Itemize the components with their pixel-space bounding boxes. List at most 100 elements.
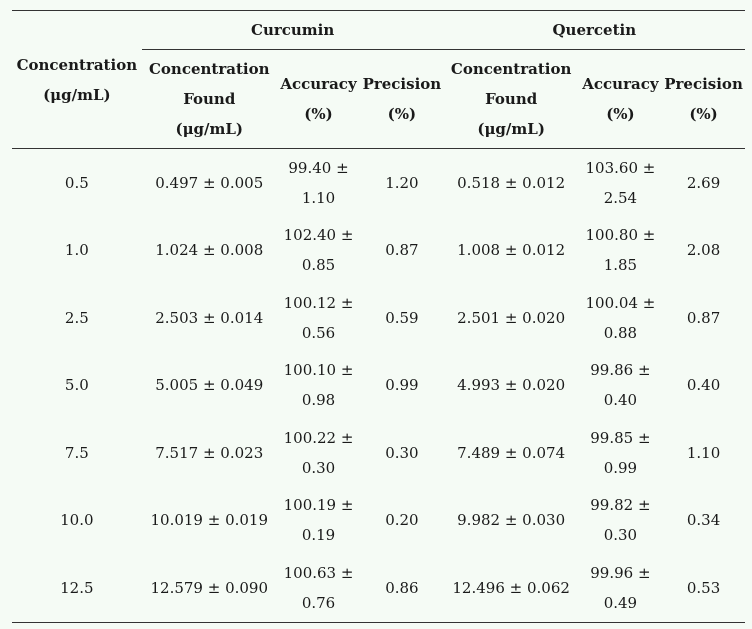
- curcumin-precision-cell: 0.87: [385, 241, 419, 260]
- quercetin-accuracy-cell-line: 99.86 ±: [590, 361, 651, 380]
- curcumin-accuracy-header: Accuracy (%): [277, 50, 360, 149]
- quercetin-accuracy-cell-line: 0.88: [603, 323, 638, 342]
- header-line: Accuracy: [280, 75, 357, 93]
- curcumin-accuracy-cell-line: 0.85: [301, 256, 336, 275]
- curcumin-accuracy-cell: 100.12 ± 0.56: [277, 284, 360, 352]
- quercetin-accuracy-cell-line: 99.85 ±: [590, 428, 651, 447]
- curcumin-accuracy-cell: 100.22 ± 0.30: [277, 419, 360, 487]
- curcumin-accuracy-cell-line: 100.19 ±: [283, 496, 354, 515]
- curcumin-found-cell: 7.517 ± 0.023: [155, 443, 264, 462]
- quercetin-precision-cell: 0.34: [686, 511, 721, 530]
- quercetin-accuracy-cell: 99.82 ± 0.30: [579, 487, 662, 555]
- curcumin-precision-cell: 0.99: [385, 376, 419, 395]
- concentration-cell: 1.0: [64, 241, 89, 260]
- quercetin-precision-cell: 0.53: [686, 578, 721, 597]
- accuracy-precision-table: Concentration (μg/mL) Curcumin Quercetin…: [12, 10, 745, 623]
- quercetin-found-cell: 12.496 ± 0.062: [452, 578, 570, 597]
- table-row: 1.0 1.024 ± 0.008 102.40 ± 0.85 0.87 1.008 ± …: [12, 217, 745, 285]
- curcumin-group-header: Curcumin: [141, 10, 444, 50]
- header-line: Concentration: [148, 60, 270, 78]
- curcumin-precision-cell: 0.30: [385, 443, 419, 462]
- table-row: 5.0 5.005 ± 0.049 100.10 ± 0.98 0.99 4.993 ± …: [12, 352, 745, 420]
- quercetin-accuracy-header: Accuracy (%): [579, 50, 662, 149]
- header-line: Accuracy: [582, 75, 659, 93]
- table-row: 0.5 0.497 ± 0.005 99.40 ± 1.10 1.20 0.518 ± 0…: [12, 149, 745, 217]
- curcumin-accuracy-cell-line: 100.12 ±: [283, 293, 354, 312]
- quercetin-accuracy-cell-line: 0.99: [603, 458, 638, 477]
- concentration-cell: 10.0: [60, 511, 94, 530]
- curcumin-accuracy-cell-line: 0.98: [301, 391, 336, 410]
- header-line: Precision: [664, 75, 743, 93]
- header-line: (μg/mL): [477, 120, 545, 138]
- curcumin-accuracy-cell-line: 1.10: [301, 188, 336, 207]
- curcumin-accuracy-cell-line: 0.30: [301, 458, 336, 477]
- curcumin-accuracy-cell: 100.10 ± 0.98: [277, 352, 360, 420]
- quercetin-accuracy-cell-line: 100.04 ±: [585, 293, 656, 312]
- curcumin-found-header: Concentration Found (μg/mL): [142, 50, 277, 149]
- quercetin-precision-cell: 0.40: [686, 376, 721, 395]
- curcumin-accuracy-cell-line: 100.10 ±: [283, 361, 354, 380]
- quercetin-found-cell: 9.982 ± 0.030: [457, 511, 566, 530]
- header-line: Found: [183, 90, 236, 108]
- quercetin-accuracy-cell: 103.60 ± 2.54: [579, 149, 662, 217]
- concentration-header-line-2: (μg/mL): [43, 85, 111, 104]
- quercetin-found-cell: 1.008 ± 0.012: [457, 241, 566, 260]
- quercetin-accuracy-cell-line: 0.40: [603, 391, 638, 410]
- curcumin-found-cell: 1.024 ± 0.008: [155, 241, 264, 260]
- header-line: (%): [387, 105, 417, 123]
- header-line: Found: [485, 90, 538, 108]
- header-line: Concentration: [450, 60, 572, 78]
- concentration-cell: 2.5: [64, 308, 89, 327]
- quercetin-accuracy-cell-line: 99.96 ±: [590, 563, 651, 582]
- concentration-cell: 5.0: [64, 376, 89, 395]
- quercetin-accuracy-cell-line: 0.49: [603, 593, 638, 612]
- table-row: 7.5 7.517 ± 0.023 100.22 ± 0.30 0.30 7.489 ± …: [12, 419, 745, 487]
- curcumin-accuracy-cell-line: 0.19: [301, 526, 336, 545]
- curcumin-accuracy-cell: 100.63 ± 0.76: [277, 554, 360, 622]
- quercetin-group-header: Quercetin: [443, 10, 745, 50]
- curcumin-accuracy-cell-line: 100.63 ±: [283, 563, 354, 582]
- quercetin-accuracy-cell: 99.86 ± 0.40: [579, 352, 662, 420]
- sub-header-row: Concentration Found (μg/mL) Accuracy (%)…: [12, 50, 745, 149]
- group-header-row: Concentration (μg/mL) Curcumin Quercetin: [12, 10, 745, 104]
- table-row: 10.0 10.019 ± 0.019 100.19 ± 0.19 0.20 9.982 …: [12, 487, 745, 555]
- quercetin-found-cell: 0.518 ± 0.012: [457, 173, 566, 192]
- header-line: Precision: [362, 75, 442, 93]
- quercetin-found-cell: 2.501 ± 0.020: [457, 308, 566, 327]
- quercetin-precision-header: Precision (%): [662, 50, 745, 149]
- quercetin-precision-cell: 2.08: [686, 241, 721, 260]
- curcumin-accuracy-cell-line: 0.56: [301, 323, 336, 342]
- curcumin-found-cell: 0.497 ± 0.005: [155, 173, 264, 192]
- curcumin-accuracy-cell: 100.19 ± 0.19: [277, 487, 360, 555]
- header-line: (μg/mL): [175, 120, 244, 138]
- curcumin-accuracy-cell-line: 99.40 ±: [288, 158, 349, 177]
- quercetin-found-cell: 7.489 ± 0.074: [457, 443, 566, 462]
- concentration-header: Concentration (μg/mL): [12, 11, 142, 149]
- quercetin-accuracy-cell: 99.85 ± 0.99: [579, 419, 662, 487]
- quercetin-accuracy-cell: 100.04 ± 0.88: [579, 284, 662, 352]
- curcumin-accuracy-cell: 102.40 ± 0.85: [277, 217, 360, 285]
- quercetin-accuracy-cell-line: 0.30: [603, 526, 638, 545]
- concentration-cell: 12.5: [60, 578, 94, 597]
- quercetin-accuracy-cell-line: 1.85: [603, 256, 638, 275]
- header-line: (%): [606, 105, 635, 123]
- quercetin-precision-cell: 0.87: [686, 308, 721, 327]
- header-line: (%): [689, 105, 718, 123]
- quercetin-accuracy-cell: 99.96 ± 0.49: [579, 554, 662, 622]
- curcumin-found-cell: 5.005 ± 0.049: [155, 376, 264, 395]
- curcumin-accuracy-cell: 99.40 ± 1.10: [277, 149, 360, 217]
- concentration-header-line-1: Concentration: [16, 55, 138, 74]
- quercetin-accuracy-cell: 100.80 ± 1.85: [579, 217, 662, 285]
- curcumin-found-cell: 2.503 ± 0.014: [155, 308, 264, 327]
- concentration-cell: 0.5: [64, 173, 89, 192]
- quercetin-precision-cell: 2.69: [686, 173, 721, 192]
- concentration-cell: 7.5: [64, 443, 89, 462]
- quercetin-precision-cell: 1.10: [686, 443, 721, 462]
- quercetin-accuracy-cell-line: 100.80 ±: [585, 226, 656, 245]
- curcumin-precision-cell: 0.86: [385, 578, 419, 597]
- curcumin-found-cell: 12.579 ± 0.090: [150, 578, 269, 597]
- quercetin-accuracy-cell-line: 103.60 ±: [585, 158, 656, 177]
- curcumin-precision-cell: 1.20: [385, 173, 419, 192]
- quercetin-accuracy-cell-line: 99.82 ±: [590, 496, 651, 515]
